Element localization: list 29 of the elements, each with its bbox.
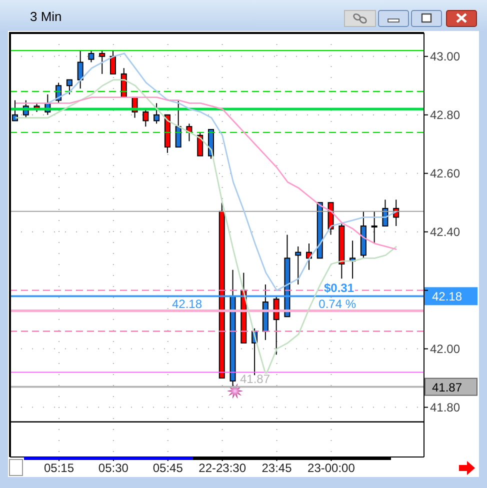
annotation: 41.87 xyxy=(240,372,270,386)
candlestick xyxy=(142,108,149,128)
x-tick-label: 05:30 xyxy=(98,461,129,475)
y-tick-label: 42.40 xyxy=(430,225,460,240)
candlestick xyxy=(175,100,182,148)
candlestick xyxy=(154,102,160,124)
chart-title: 3 Min xyxy=(30,9,62,24)
ref-line-label: 41.87 xyxy=(432,380,462,394)
y-tick-label: 42.60 xyxy=(430,166,460,181)
candlestick xyxy=(88,50,94,63)
candlestick xyxy=(371,210,378,244)
annotation: 0.74 % xyxy=(318,297,356,312)
y-tick-label: 42.00 xyxy=(430,342,460,356)
ref-line-label: 42.18 xyxy=(432,290,462,304)
candlestick xyxy=(295,246,302,285)
candlestick xyxy=(66,79,72,95)
y-tick-label: 41.80 xyxy=(430,400,460,415)
annotation: 42.18 xyxy=(172,297,202,312)
x-tick-label: 05:45 xyxy=(152,461,184,475)
candlestick xyxy=(77,50,84,90)
candlestick xyxy=(110,50,116,74)
x-tick-label: 05:15 xyxy=(44,461,74,475)
x-tick-label: 22-23:30 xyxy=(198,461,246,475)
candlestick xyxy=(197,132,204,156)
candlestick xyxy=(99,50,106,74)
y-tick-label: 42.80 xyxy=(430,108,460,122)
x-tick-label: 23-00:00 xyxy=(308,461,356,475)
x-tick-label: 23:45 xyxy=(262,461,292,475)
y-tick-label: 43.00 xyxy=(430,50,460,64)
